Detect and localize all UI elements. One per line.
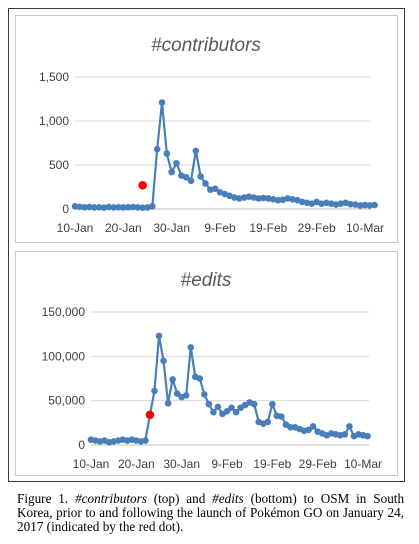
contributors-data-point — [356, 202, 364, 209]
contributors-chart: #contributors 0 500 1,000 1,500 10-Jan 20-Jan 3… — [39, 35, 384, 235]
contributors-data-point — [197, 173, 204, 180]
contributors-data-point — [163, 150, 171, 157]
edits-chart-panel: #edits 0 50,000 100,000 150,000 10-Jan 20-Jan 3… — [15, 251, 398, 476]
contributors-data-point — [124, 203, 132, 211]
caption-figure-label: Figure 1. — [17, 491, 69, 506]
edits-data-point — [210, 408, 217, 416]
edits-y-tick-label: 0 — [78, 438, 85, 452]
contributors-data-point — [158, 99, 166, 106]
edits-data-point — [196, 375, 204, 382]
contributors-data-point — [95, 203, 103, 211]
edits-data-point — [232, 408, 240, 416]
edits-data-point — [169, 376, 176, 383]
contributors-y-tick-label: 0 — [62, 202, 69, 216]
contributors-data-point — [139, 204, 146, 211]
edits-series-line — [90, 334, 368, 444]
edits-data-point — [228, 404, 235, 412]
contributors-x-tick-label: 30-Jan — [153, 221, 190, 235]
contributors-x-tick-label: 9-Feb — [204, 221, 236, 235]
edits-x-tick-label: 20-Jan — [118, 457, 155, 471]
contributors-data-point — [153, 145, 161, 153]
edits-y-tick-label: 100,000 — [42, 349, 86, 363]
edits-data-point — [187, 344, 195, 351]
edits-x-tick-label: 29-Feb — [299, 457, 337, 471]
contributors-data-point — [115, 203, 122, 211]
contributors-chart-panel: #contributors 0 500 1,000 1,500 10-Jan 20-Jan 3… — [15, 15, 398, 243]
edits-x-tick-label: 30-Jan — [163, 457, 200, 471]
edits-chart: #edits 0 50,000 100,000 150,000 10-Jan 20-Jan 3… — [42, 270, 382, 471]
contributors-data-point — [366, 202, 374, 209]
contributors-data-point — [71, 203, 79, 210]
contributors-data-point — [81, 203, 88, 211]
edits-chart-title: #edits — [181, 270, 232, 291]
edits-x-tick-label: 10-Jan — [73, 457, 110, 471]
edits-data-point — [182, 392, 190, 399]
contributors-data-point — [129, 203, 137, 211]
edits-launch-highlight-point — [145, 410, 155, 420]
edits-data-point — [341, 431, 349, 438]
edits-x-tick-label: 9-Feb — [211, 457, 243, 471]
edits-data-point — [364, 432, 371, 440]
edits-data-point — [305, 426, 312, 434]
edits-data-point — [142, 437, 149, 444]
contributors-data-point — [347, 200, 354, 208]
contributors-data-point — [274, 196, 282, 204]
figure-caption: Figure 1. #contributors (top) and #edits… — [17, 492, 404, 534]
edits-x-tick-label: 19-Feb — [253, 457, 291, 471]
contributors-data-point — [86, 203, 93, 211]
contributors-data-point — [105, 203, 113, 211]
caption-text-top-and: (top) and — [153, 491, 206, 506]
contributors-launch-highlight-point — [138, 180, 147, 190]
contributors-data-point — [202, 180, 209, 187]
edits-data-point — [346, 423, 353, 430]
edits-data-point — [287, 423, 294, 431]
caption-term-contributors: #contributors — [75, 491, 147, 506]
contributors-x-tick-label: 20-Jan — [105, 221, 142, 235]
edits-data-point — [269, 400, 276, 408]
edits-data-point — [264, 418, 272, 426]
edits-data-point — [205, 400, 213, 408]
contributors-x-tick-label: 29-Feb — [298, 221, 336, 235]
contributors-y-tick-label: 1,500 — [39, 70, 69, 84]
contributors-data-point — [192, 147, 200, 155]
contributors-data-point — [173, 159, 180, 167]
edits-y-tick-label: 150,000 — [42, 305, 86, 319]
contributors-data-point — [371, 201, 378, 209]
caption-text-rest: (bottom) to OSM in South Korea, prior to… — [17, 491, 405, 534]
contributors-data-point — [187, 177, 195, 185]
contributors-x-tick-label: 19-Feb — [249, 221, 287, 235]
edits-y-tick-label: 50,000 — [48, 394, 85, 408]
edits-data-point — [173, 390, 181, 397]
contributors-chart-title: #contributors — [151, 35, 261, 56]
contributors-data-point — [255, 195, 262, 202]
contributors-x-tick-label: 10-Jan — [57, 221, 94, 235]
contributors-y-tick-label: 500 — [49, 158, 69, 172]
contributors-data-point — [100, 204, 108, 211]
contributors-data-point — [110, 204, 117, 211]
edits-data-point — [250, 400, 258, 408]
contributors-data-point — [91, 204, 98, 211]
edits-data-point — [155, 332, 163, 340]
contributors-data-point — [182, 174, 190, 181]
contributors-data-point — [260, 194, 267, 202]
contributors-data-point — [168, 168, 175, 176]
caption-term-edits: #edits — [212, 491, 244, 506]
edits-data-point — [309, 423, 317, 430]
contributors-data-point — [149, 203, 156, 210]
contributors-data-point — [361, 201, 369, 209]
edits-data-point — [201, 391, 208, 398]
edits-data-point — [160, 357, 167, 365]
edits-data-point — [164, 400, 172, 407]
contributors-data-point — [120, 204, 127, 211]
contributors-data-point — [211, 185, 219, 193]
edits-data-point — [151, 387, 158, 395]
contributors-x-tick-label: 10-Mar — [346, 221, 384, 235]
contributors-y-tick-label: 1,000 — [39, 114, 69, 128]
contributors-data-point — [134, 204, 142, 211]
edits-x-tick-label: 10-Mar — [344, 457, 382, 471]
edits-data-point — [223, 408, 231, 415]
contributors-data-point — [76, 203, 84, 211]
edits-data-point — [278, 413, 285, 420]
edits-data-point — [214, 403, 222, 411]
